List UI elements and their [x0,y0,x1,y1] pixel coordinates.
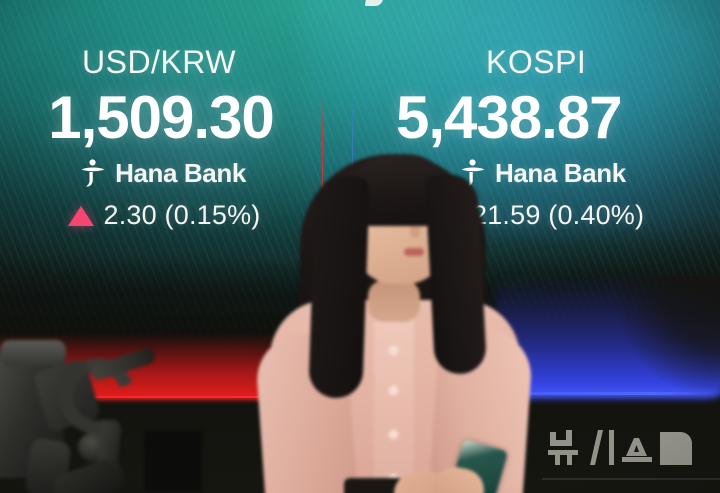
camera-top-plate [0,340,66,366]
person-cardigan-button [389,346,398,355]
quote-label-usd-krw: USD/KRW [81,44,237,80]
hana-bank-logo-icon [81,159,105,187]
quote-change-text-usd-krw: 2.30 (0.15%) [103,200,261,231]
person-cardigan-placket [374,304,414,493]
foreground-person [254,148,535,493]
quote-value-usd-krw: 1,509.30 [48,84,275,151]
person-hair-right [424,172,488,376]
quote-value-kospi: 5,438.87 [396,84,623,151]
brand-name-usd-krw: Hana Bank [115,158,246,189]
foreground-camera-rig [0,336,202,493]
person-hair-left [308,175,370,399]
newsis-watermark: 뉴시스 [542,424,720,480]
person-cardigan-button [389,430,398,439]
newsis-logo-icon [548,430,692,465]
quote-label-kospi: KOSPI [486,44,587,80]
rig-shadow-block [144,430,202,492]
person-cardigan-button [389,386,398,395]
triangle-up-icon [67,205,94,226]
person-neck [368,280,420,322]
person-lips [404,248,424,256]
watermark-underline [542,478,720,480]
